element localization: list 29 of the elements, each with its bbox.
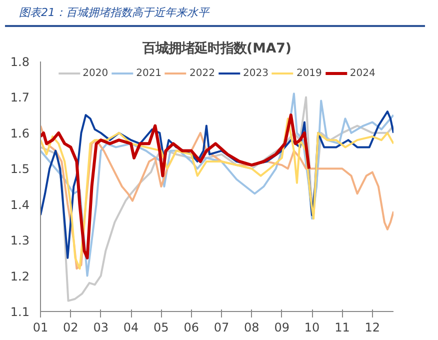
legend-label: 2024 [350, 68, 376, 78]
y-tick-label: 1.8 [10, 55, 30, 69]
y-tick-label: 1.4 [10, 198, 30, 212]
y-tick-label: 1.1 [10, 305, 30, 319]
legend-label: 2019 [296, 68, 322, 78]
x-tick-label: 02 [63, 320, 78, 334]
x-tick-label: 11 [334, 320, 350, 334]
y-tick-label: 1.5 [10, 162, 30, 176]
legend-label: 2020 [82, 68, 108, 78]
x-tick-label: 10 [304, 320, 320, 334]
y-tick-label: 1.7 [10, 90, 30, 105]
x-tick-label: 03 [93, 320, 108, 334]
chart-title: 图表21：百城拥堵指数高于近年来水平 [19, 5, 209, 21]
x-tick-label: 04 [123, 320, 139, 334]
chart-subtitle: 百城拥堵延时指数(MA7) [141, 42, 292, 56]
legend-label: 2023 [243, 68, 268, 78]
x-tick-label: 07 [214, 320, 230, 334]
line-series [40, 114, 311, 260]
x-tick-label: 12 [364, 320, 380, 334]
legend-label: 2021 [136, 68, 162, 78]
x-tick-label: 09 [274, 320, 290, 334]
y-tick-label: 1.6 [10, 126, 30, 140]
x-tick-label: 08 [244, 320, 260, 334]
y-tick-label: 1.3 [10, 234, 30, 248]
legend-label: 2022 [190, 68, 215, 78]
x-tick-label: 06 [184, 320, 199, 334]
x-tick-label: 01 [32, 320, 48, 334]
x-tick-label: 05 [154, 320, 169, 334]
y-tick-label: 1.2 [10, 269, 30, 284]
